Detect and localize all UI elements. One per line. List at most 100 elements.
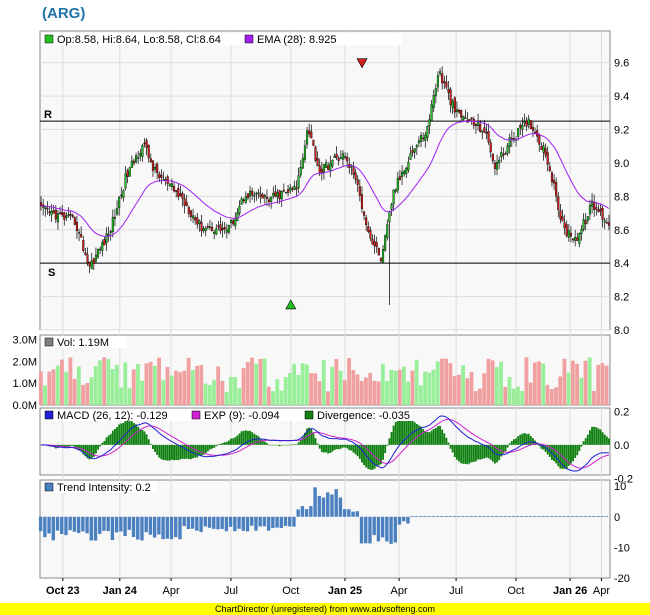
divergence-bar — [358, 444, 361, 459]
divergence-bar — [325, 444, 328, 453]
candle-body — [289, 187, 292, 191]
trend-intensity-bar — [452, 516, 457, 517]
volume-bar — [300, 363, 305, 405]
trend-intensity-bar — [359, 516, 364, 544]
candle-body — [306, 130, 309, 145]
candle-body — [401, 171, 404, 178]
divergence-bar — [557, 444, 560, 467]
candle-body — [48, 211, 51, 214]
candle-body — [177, 188, 180, 198]
candle-body — [576, 237, 579, 241]
candle-body — [234, 218, 237, 226]
candle-body — [441, 73, 444, 84]
trend-intensity-bar — [169, 516, 174, 540]
divergence-bar — [202, 444, 205, 455]
price-tick-label: 8.6 — [614, 225, 629, 237]
candle-body — [430, 104, 433, 121]
price-tick-label: 9.2 — [614, 125, 629, 137]
volume-bar — [55, 365, 60, 405]
divergence-bar — [462, 444, 465, 464]
volume-bar — [279, 390, 284, 405]
candle-body — [276, 192, 279, 198]
divergence-bar — [139, 428, 142, 445]
trend-intensity-bar — [545, 516, 549, 517]
candle-body — [569, 232, 572, 237]
divergence-bar — [230, 438, 233, 445]
trend-intensity-bar — [212, 516, 216, 529]
divergence-bar — [71, 444, 74, 446]
divergence-bar — [487, 444, 490, 459]
volume-bar — [549, 389, 554, 405]
candle-body — [189, 210, 192, 217]
trend-intensity-bar — [406, 516, 410, 524]
trend-intensity-bar — [140, 516, 144, 541]
candle-body — [99, 248, 102, 251]
trend-intensity-bar — [207, 516, 212, 528]
divergence-bar — [284, 444, 287, 446]
trend-tick-label: -10 — [614, 542, 630, 554]
candle-body — [103, 239, 106, 246]
trend-intensity-bar — [410, 516, 414, 517]
candle-body — [572, 238, 575, 241]
volume-bar — [494, 367, 499, 405]
divergence-bar — [346, 444, 349, 449]
candle-body — [485, 131, 488, 134]
candle-body — [339, 157, 342, 159]
macd-tick-label: -0.2 — [614, 473, 633, 485]
volume-bar — [190, 369, 195, 405]
divergence-bar — [434, 427, 437, 445]
candle-body — [455, 109, 458, 112]
divergence-bar — [221, 443, 224, 445]
divergence-bar — [360, 444, 363, 463]
trend-intensity-bar — [38, 516, 43, 532]
divergence-bar — [213, 444, 216, 448]
candle-body — [154, 167, 157, 170]
candle-body — [379, 257, 382, 262]
trend-intensity-bar — [266, 516, 271, 531]
candle-body — [553, 179, 556, 184]
volume-bar — [241, 368, 246, 405]
candle-body — [204, 227, 207, 232]
candle-body — [61, 211, 64, 216]
candle-body — [426, 126, 429, 138]
trend-intensity-bar — [186, 516, 191, 529]
volume-bar — [250, 357, 254, 405]
candle-body — [219, 224, 222, 232]
candle-body — [586, 216, 589, 222]
candle-body — [287, 189, 290, 193]
candle-body — [160, 174, 163, 178]
candle-body — [215, 228, 218, 235]
divergence-bar — [483, 444, 486, 459]
divergence-bar — [394, 421, 397, 445]
divergence-bar — [40, 444, 43, 446]
trend-intensity-bar — [144, 516, 148, 533]
divergence-bar — [217, 444, 220, 445]
volume-legend-bg — [42, 336, 127, 348]
divergence-bar — [154, 444, 157, 452]
candle-body — [130, 160, 133, 168]
trend-intensity-bar — [309, 506, 313, 517]
volume-bar — [64, 371, 69, 405]
divergence-bar — [455, 444, 458, 460]
divergence-bar — [291, 444, 294, 446]
divergence-bar — [225, 441, 228, 445]
candle-body — [240, 198, 243, 205]
divergence-bar — [512, 439, 515, 445]
divergence-bar — [386, 444, 389, 446]
trend-intensity-bar — [321, 497, 326, 517]
candle-body — [78, 232, 81, 234]
trend-intensity-bar — [326, 492, 330, 517]
divergence-bar — [314, 438, 317, 445]
x-axis-label: Oct — [507, 585, 524, 597]
divergence-bar — [101, 442, 104, 445]
x-axis-label: Jan 24 — [103, 585, 138, 597]
volume-bar — [220, 380, 225, 405]
candle-body — [59, 212, 62, 215]
volume-bar — [68, 357, 73, 405]
candle-body — [588, 204, 591, 215]
trend-intensity-bar — [313, 487, 317, 517]
volume-bar — [507, 376, 512, 405]
divergence-bar — [413, 422, 416, 445]
candle-body — [259, 193, 262, 197]
candle-body — [293, 185, 296, 190]
